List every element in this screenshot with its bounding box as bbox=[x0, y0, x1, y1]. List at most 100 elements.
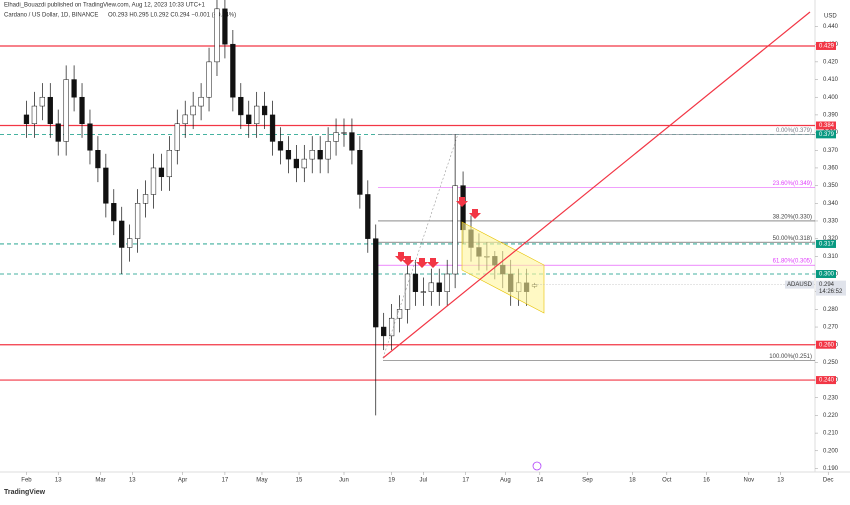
fib-label: 38.20%(0.330) bbox=[773, 215, 812, 221]
candle-body bbox=[333, 132, 339, 142]
candle-body bbox=[404, 273, 411, 310]
x-tick-label: Jul bbox=[420, 478, 428, 484]
candle-body bbox=[150, 167, 157, 195]
candle-body bbox=[230, 43, 236, 98]
level-badge bbox=[816, 340, 836, 349]
candle-body bbox=[238, 96, 244, 116]
candle-body bbox=[190, 105, 196, 116]
y-tick-label: 0.370 bbox=[823, 148, 839, 154]
arrow bbox=[427, 258, 439, 268]
x-tick-label: Sep bbox=[582, 478, 593, 484]
candle-body bbox=[325, 141, 331, 160]
y-tick-label: 0.330 bbox=[823, 219, 839, 225]
level-label: 0.384 bbox=[819, 123, 835, 129]
level-badge bbox=[816, 121, 836, 130]
candle-body bbox=[158, 167, 165, 178]
arrow bbox=[402, 256, 414, 266]
symbol-label: ADAUSD bbox=[787, 282, 813, 288]
x-tick-label: 17 bbox=[222, 478, 229, 484]
currency: USD bbox=[824, 14, 837, 20]
y-tick-label: 0.340 bbox=[823, 201, 839, 207]
y-tick-label: 0.440 bbox=[823, 24, 839, 30]
arrow bbox=[456, 197, 468, 207]
candle-body bbox=[95, 150, 101, 169]
symbol-badge bbox=[785, 280, 814, 289]
event-icon[interactable] bbox=[532, 461, 542, 471]
candle-body bbox=[134, 203, 141, 239]
arrow bbox=[395, 252, 407, 262]
candle-body bbox=[79, 96, 85, 124]
candle-body bbox=[63, 79, 69, 142]
candle-body bbox=[254, 105, 260, 124]
x-tick-label: 14 bbox=[536, 478, 543, 484]
y-tick-label: 0.360 bbox=[823, 166, 839, 172]
candle-body bbox=[381, 326, 387, 337]
candle-body bbox=[309, 150, 315, 160]
arrows bbox=[395, 197, 481, 268]
x-tick-label: 13 bbox=[777, 478, 784, 484]
y-tick-label: 0.410 bbox=[823, 77, 839, 83]
fib-label: 100.00%(0.251) bbox=[769, 354, 812, 360]
level-label: 0.379 bbox=[819, 132, 835, 138]
candle-body bbox=[23, 114, 30, 124]
candle-body bbox=[222, 8, 228, 45]
x-tick-label: May bbox=[256, 478, 267, 484]
candle-body bbox=[285, 150, 292, 160]
candle-body bbox=[214, 8, 220, 63]
candle-body bbox=[452, 185, 458, 275]
candle-body bbox=[357, 150, 363, 195]
x-tick-label: Jun bbox=[339, 478, 349, 484]
candle-body bbox=[119, 220, 125, 248]
y-tick-label: 0.270 bbox=[823, 325, 839, 331]
x-tick-label: Aug bbox=[500, 478, 511, 484]
candle-body bbox=[277, 141, 284, 151]
level-badge bbox=[816, 41, 836, 50]
level-badge bbox=[816, 239, 836, 248]
publisher: Elhadi_Bouazdi published on TradingView.… bbox=[4, 3, 206, 9]
candle-body bbox=[388, 317, 395, 337]
x-tick-label: 13 bbox=[55, 478, 62, 484]
candle-body bbox=[206, 61, 212, 98]
candle-body bbox=[142, 194, 149, 204]
ohlc: O0.293 H0.295 L0.292 C0.294 −0.001 (−0.3… bbox=[108, 13, 236, 19]
x-tick-label: 18 bbox=[629, 478, 636, 484]
level-label: 0.429 bbox=[819, 44, 835, 50]
fib-label: 0.00%(0.379) bbox=[776, 128, 812, 134]
level-label: 0.240 bbox=[819, 378, 835, 384]
y-tick-label: 0.230 bbox=[823, 395, 839, 401]
x-tick-label: 15 bbox=[296, 478, 303, 484]
x-tick-label: 16 bbox=[703, 478, 710, 484]
y-tick-label: 0.420 bbox=[823, 59, 839, 65]
candle-body bbox=[55, 123, 61, 142]
y-tick-label: 0.190 bbox=[823, 466, 839, 472]
level-label: 0.300 bbox=[819, 272, 835, 278]
level-badge bbox=[816, 270, 836, 279]
x-tick-label: 17 bbox=[462, 478, 469, 484]
candle-body bbox=[246, 114, 252, 124]
fib-label: 23.60%(0.349) bbox=[773, 181, 812, 187]
candle-body bbox=[269, 114, 276, 142]
level-badge bbox=[816, 130, 836, 139]
candle-body bbox=[127, 238, 133, 248]
level-label: 0.317 bbox=[819, 242, 835, 248]
x-tick-label: Oct bbox=[662, 478, 672, 484]
x-tick-label: Feb bbox=[21, 478, 32, 484]
x-tick-label: Mar bbox=[95, 478, 105, 484]
candle-body bbox=[39, 96, 45, 107]
candle-body bbox=[396, 309, 403, 319]
x-tick-label: 13 bbox=[129, 478, 136, 484]
y-tick-label: 0.310 bbox=[823, 254, 839, 260]
countdown: 14:26:52 bbox=[819, 289, 843, 295]
x-tick-label: Dec bbox=[823, 478, 834, 484]
candle-body bbox=[198, 96, 204, 107]
x-tick-label: 19 bbox=[388, 478, 395, 484]
x-tick-label: Nov bbox=[744, 478, 755, 484]
y-tick-label: 0.400 bbox=[823, 95, 839, 101]
candle-body bbox=[261, 105, 268, 116]
arrow bbox=[416, 258, 428, 268]
candle-body bbox=[166, 150, 172, 178]
candle-body bbox=[103, 167, 109, 204]
candle-body bbox=[182, 114, 188, 124]
